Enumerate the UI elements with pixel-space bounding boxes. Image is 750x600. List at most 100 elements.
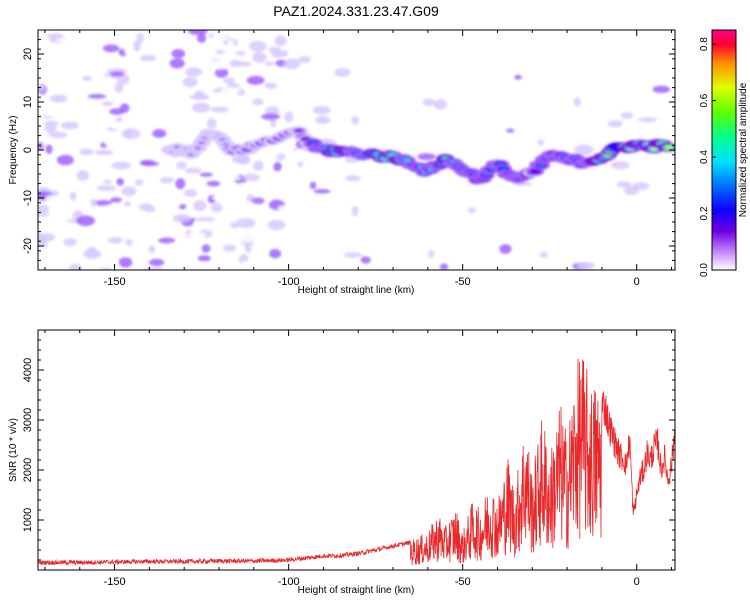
noise-blob xyxy=(76,215,96,226)
noise-blob xyxy=(110,124,124,130)
noise-blob xyxy=(134,179,144,186)
noise-blob xyxy=(565,201,583,207)
noise-blob xyxy=(150,41,164,51)
noise-blob xyxy=(55,221,74,231)
noise-blob xyxy=(175,178,186,190)
noise-blob xyxy=(261,113,280,120)
noise-blob xyxy=(270,118,277,128)
noise-blob xyxy=(116,178,124,186)
noise-blob xyxy=(652,85,671,94)
noise-blob xyxy=(118,257,133,268)
noise-blob xyxy=(220,44,231,52)
noise-blob xyxy=(102,44,120,53)
noise-blob xyxy=(196,217,216,222)
noise-blob xyxy=(252,52,267,63)
y-tick-label: 0 xyxy=(22,147,34,153)
ridge-core xyxy=(537,163,545,168)
noise-blob xyxy=(458,205,468,216)
noise-blob xyxy=(269,51,286,58)
noise-blob xyxy=(439,263,449,270)
spectrogram-ridge xyxy=(161,126,675,185)
noise-blob xyxy=(160,176,175,184)
noise-blob xyxy=(134,88,146,98)
noise-blob xyxy=(211,195,229,201)
noise-blob xyxy=(249,40,267,52)
x-tick-label: -50 xyxy=(455,276,471,288)
noise-blob xyxy=(140,159,156,166)
noise-blob xyxy=(588,40,597,46)
noise-blob xyxy=(273,212,285,222)
noise-blob xyxy=(105,76,113,81)
colorbar: 0.0 0.2 0.4 0.6 0.8 Normalized spectral ampl… xyxy=(699,29,749,277)
y-tick-label: 1000 xyxy=(22,508,34,532)
noise-blob xyxy=(403,65,415,71)
snr-ticks: -150 -100 -50 0 1000 2000 3000 4000 xyxy=(22,330,675,588)
noise-blob xyxy=(82,76,92,81)
noise-blob xyxy=(98,267,112,270)
noise-blob xyxy=(103,204,118,215)
noise-blob xyxy=(90,198,97,207)
noise-blob xyxy=(223,244,236,252)
noise-blob xyxy=(277,204,295,211)
noise-blob xyxy=(111,161,131,170)
noise-blob xyxy=(190,54,209,65)
noise-blob xyxy=(295,148,305,157)
noise-blob xyxy=(167,161,175,166)
x-tick-label: -50 xyxy=(455,576,471,588)
noise-blob xyxy=(38,261,46,270)
noise-blob xyxy=(144,267,164,270)
noise-blob xyxy=(320,67,336,75)
noise-blob xyxy=(69,67,84,77)
y-tick-label: -20 xyxy=(22,238,34,254)
noise-blob xyxy=(49,131,68,139)
noise-blob xyxy=(214,67,229,78)
noise-blob xyxy=(165,104,182,111)
noise-blob xyxy=(55,37,75,43)
noise-blob xyxy=(236,218,256,228)
noise-blob xyxy=(351,205,359,217)
x-tick-label: 0 xyxy=(634,576,640,588)
noise-blob xyxy=(192,102,211,113)
noise-blob xyxy=(514,74,522,80)
y-tick-label: 3000 xyxy=(22,408,34,432)
noise-blob xyxy=(125,238,133,247)
noise-blob xyxy=(236,182,249,193)
noise-blob xyxy=(43,112,63,117)
noise-blob xyxy=(284,96,298,102)
noise-blob xyxy=(607,120,623,128)
ridge-core xyxy=(499,167,507,171)
noise-blob xyxy=(44,122,57,134)
noise-blob xyxy=(38,204,50,214)
noise-blob xyxy=(118,94,136,100)
noise-blob xyxy=(231,154,247,164)
y-tick-label: 20 xyxy=(22,48,34,60)
noise-blob xyxy=(176,229,188,237)
noise-blob xyxy=(573,97,581,107)
noise-blob xyxy=(114,82,124,93)
noise-blob xyxy=(334,68,351,77)
colorbar-tick-label: 0.4 xyxy=(699,150,710,164)
noise-blob xyxy=(171,49,186,59)
ridge-core xyxy=(482,173,490,178)
noise-blob xyxy=(136,32,144,44)
y-tick-label: 10 xyxy=(22,96,34,108)
noise-blob xyxy=(173,111,180,123)
noise-blob xyxy=(192,95,210,100)
noise-blob xyxy=(199,172,214,177)
ridge-core xyxy=(665,145,673,150)
noise-blob xyxy=(596,199,608,211)
noise-blob xyxy=(69,191,77,201)
noise-blob xyxy=(197,255,211,262)
noise-blob xyxy=(576,261,595,270)
noise-blob xyxy=(210,202,223,213)
noise-blob xyxy=(279,102,292,111)
colorbar-tick-label: 0.2 xyxy=(699,206,710,220)
x-tick-label: -100 xyxy=(278,576,300,588)
noise-blob xyxy=(38,246,54,254)
noise-blob xyxy=(281,49,288,58)
noise-blob xyxy=(138,203,154,211)
noise-blob xyxy=(230,221,240,229)
noise-blob xyxy=(253,236,269,247)
noise-blob xyxy=(68,263,82,270)
noise-blob xyxy=(188,30,208,36)
